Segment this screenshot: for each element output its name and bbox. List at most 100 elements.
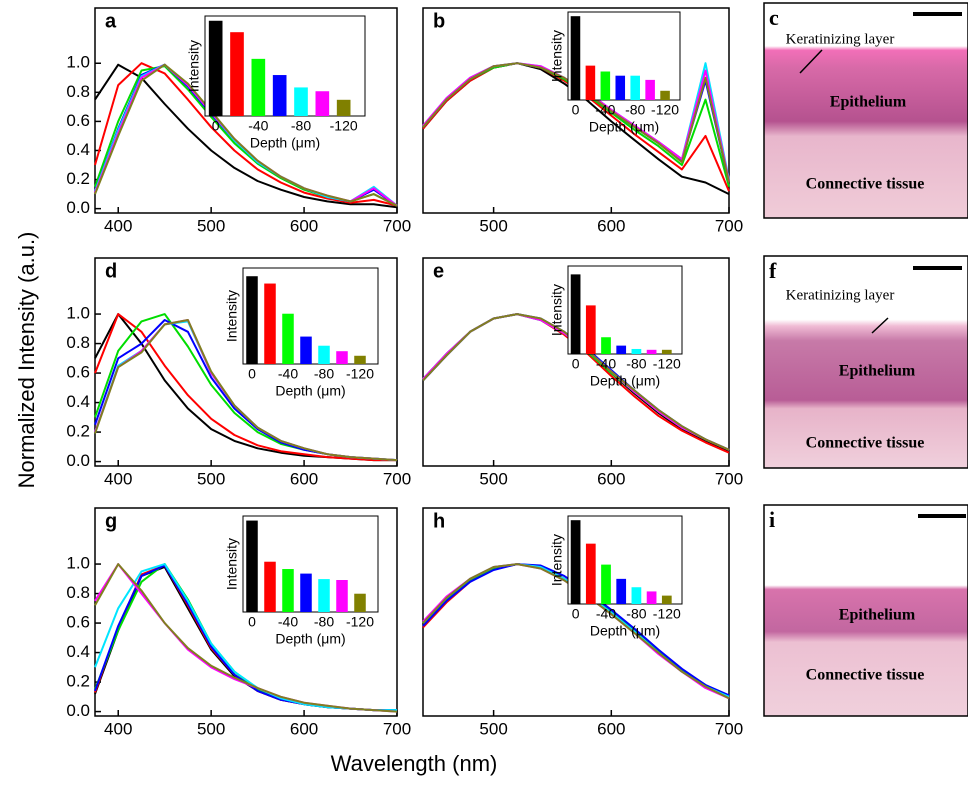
image-annotation: Connective tissue [806,667,925,684]
inset-bar [661,349,672,354]
spectrum-line [94,563,398,713]
y-axis-title: Normalized Intensity (a.u.) [14,232,39,489]
plot-frame [422,507,730,717]
inset-x-tick-label: 0 [572,356,580,372]
y-tick-label: 0.6 [66,613,90,632]
inset-bar [646,591,657,604]
inset-bar [336,99,351,116]
inset-y-axis-title: Intensity [549,284,565,336]
inset-y-axis-title: Intensity [549,534,565,586]
inset-x-tick-label: -120 [330,118,358,134]
x-tick-label: 500 [197,719,225,738]
y-tick-label: 0.2 [66,169,90,188]
image-annotation: Epithelium [830,94,907,111]
x-tick-label: 600 [597,469,625,488]
x-tick-label: 600 [290,719,318,738]
histology-i [763,504,968,717]
inset-bar [272,75,287,116]
panel-label: d [105,260,117,282]
inset-x-tick-label: -40 [596,356,616,372]
inset-x-tick-label: -120 [651,102,679,118]
y-tick-label: 1.0 [66,554,90,573]
plot-frame [422,257,730,467]
panel-label: g [105,510,117,532]
inset-x-tick-label: -40 [278,366,298,382]
y-tick-label: 1.0 [66,304,90,323]
inset-x-tick-label: 0 [572,102,580,118]
image-annotation: Keratinizing layer [786,287,895,303]
plot-frame [94,7,398,214]
inset-y-axis-title: Intensity [549,30,565,82]
panel-label: e [433,260,444,282]
spectrum-line [94,63,398,207]
y-tick-label: 0.4 [66,140,90,159]
inset-x-tick-label: -80 [314,614,334,630]
inset-bar [294,87,308,116]
inset-bar [300,573,312,612]
inset-x-tick-label: -120 [346,614,374,630]
x-tick-label: 700 [715,469,743,488]
inset-bar [585,543,596,604]
y-tick-label: 1.0 [66,53,90,72]
y-tick-label: 0.2 [66,422,90,441]
inset-x-tick-label: 0 [248,366,256,382]
inset-bar [282,569,294,612]
x-tick-label: 700 [383,216,411,235]
inset-bar [616,578,627,604]
inset-x-tick-label: -80 [314,366,334,382]
inset-x-tick-label: -40 [248,118,268,134]
inset-bar [585,305,596,354]
y-tick-label: 0.0 [66,451,90,470]
y-tick-label: 0.2 [66,672,90,691]
image-panel-label: c [769,5,779,30]
y-tick-label: 0.4 [66,392,90,411]
x-tick-label: 700 [715,719,743,738]
y-tick-label: 0.0 [66,701,90,720]
inset-bar [246,520,258,612]
x-tick-label: 700 [383,469,411,488]
inset-bar [300,336,312,364]
inset-bar [336,580,348,612]
spectrum-line [94,63,398,209]
spectrum-line [94,62,398,207]
x-tick-label: 400 [104,469,132,488]
plot-frame [94,257,398,467]
inset-bar [282,313,294,364]
x-tick-label: 400 [104,216,132,235]
y-tick-label: 0.8 [66,583,90,602]
x-tick-label: 600 [597,719,625,738]
inset-bar [585,65,596,100]
inset-x-axis-title: Depth (μm) [590,623,660,639]
inset-bar [660,90,670,100]
inset-bar [251,58,266,116]
inset-x-tick-label: 0 [572,606,580,622]
inset-bar [570,16,581,100]
image-annotation: Connective tissue [806,176,925,193]
inset-x-axis-title: Depth (μm) [275,631,345,647]
inset-y-axis-title: Intensity [186,40,202,92]
inset-bar [318,579,330,612]
inset-bar [336,351,348,364]
inset-bar [645,79,655,100]
inset-bar [646,349,657,354]
inset-x-tick-label: -120 [346,366,374,382]
x-tick-label: 500 [479,719,507,738]
inset-x-axis-title: Depth (μm) [275,383,345,399]
x-tick-label: 500 [479,469,507,488]
panel-label: b [433,10,445,32]
inset-x-axis-title: Depth (μm) [590,373,660,389]
y-tick-label: 0.6 [66,111,90,130]
x-tick-label: 600 [597,216,625,235]
y-tick-label: 0.8 [66,82,90,101]
x-tick-label: 500 [197,469,225,488]
inset-x-tick-label: -120 [653,356,681,372]
x-axis-title: Wavelength (nm) [331,751,498,776]
plot-frame [94,507,398,717]
x-tick-label: 600 [290,216,318,235]
inset-bar [354,593,366,612]
inset-x-tick-label: -40 [278,614,298,630]
y-tick-label: 0.8 [66,333,90,352]
image-annotation: Keratinizing layer [786,31,895,47]
histology-f [763,255,968,469]
inset-x-tick-label: -80 [291,118,311,134]
